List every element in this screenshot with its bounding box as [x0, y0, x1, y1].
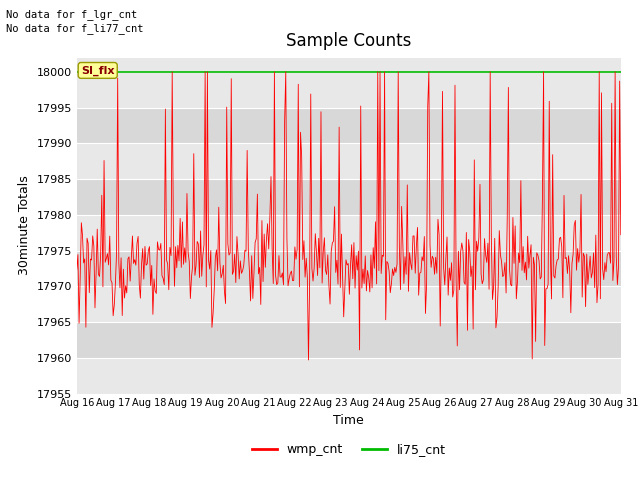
Text: No data for f_lgr_cnt: No data for f_lgr_cnt	[6, 9, 138, 20]
Y-axis label: 30minute Totals: 30minute Totals	[18, 176, 31, 276]
Bar	[77, 179, 621, 215]
Text: SI_flx: SI_flx	[81, 65, 115, 75]
Bar	[77, 144, 621, 179]
Bar	[77, 322, 621, 358]
Bar	[77, 108, 621, 144]
Text: No data for f_li77_cnt: No data for f_li77_cnt	[6, 23, 144, 34]
Bar	[77, 358, 621, 394]
X-axis label: Time: Time	[333, 414, 364, 427]
Bar	[77, 72, 621, 108]
Bar	[77, 287, 621, 322]
Legend: wmp_cnt, li75_cnt: wmp_cnt, li75_cnt	[247, 438, 451, 461]
Title: Sample Counts: Sample Counts	[286, 33, 412, 50]
Bar	[77, 215, 621, 251]
Bar	[77, 251, 621, 287]
